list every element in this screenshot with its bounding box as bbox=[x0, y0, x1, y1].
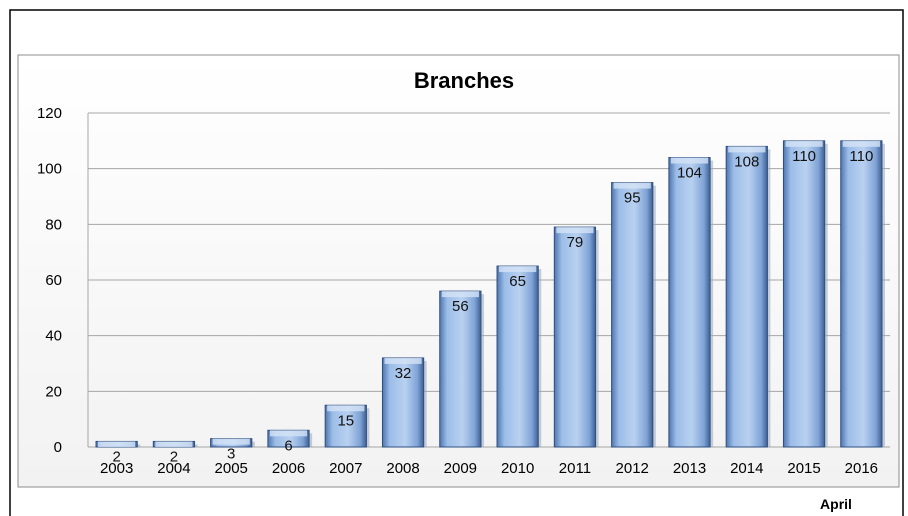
outer-border bbox=[9, 9, 904, 516]
y-tick-label: 100 bbox=[37, 161, 62, 178]
bar bbox=[381, 357, 427, 448]
y-tick-label: 20 bbox=[45, 383, 62, 400]
data-label: 6 bbox=[284, 437, 292, 454]
bar bbox=[210, 438, 255, 448]
bar bbox=[496, 265, 542, 448]
note-label: April bbox=[820, 496, 852, 512]
chart-title: Branches bbox=[414, 68, 514, 93]
bar bbox=[152, 440, 198, 448]
x-tick-label: 2004 bbox=[157, 460, 190, 477]
y-tick-label: 80 bbox=[45, 216, 62, 233]
data-label: 2 bbox=[112, 448, 120, 465]
x-tick-label: 2008 bbox=[386, 460, 419, 477]
x-tick-label: 2006 bbox=[272, 460, 305, 477]
x-tick-label: 2013 bbox=[673, 460, 706, 477]
x-tick-label: 2016 bbox=[845, 460, 878, 477]
data-label: 15 bbox=[337, 412, 354, 429]
bar bbox=[782, 140, 828, 448]
bar bbox=[95, 440, 141, 448]
data-label: 2 bbox=[170, 448, 178, 465]
y-tick-label: 60 bbox=[45, 272, 62, 289]
data-label: 56 bbox=[452, 298, 469, 315]
bar bbox=[668, 157, 714, 448]
data-label: 104 bbox=[677, 165, 702, 182]
x-tick-label: 2014 bbox=[730, 460, 763, 477]
data-label: 3 bbox=[227, 446, 235, 463]
x-axis-ticks: 2003 2004 2005 2006 2007 2008 2009 2010 2011 2012… bbox=[100, 460, 878, 477]
y-tick-label: 0 bbox=[54, 439, 62, 456]
x-tick-label: 2015 bbox=[787, 460, 820, 477]
y-tick-label: 40 bbox=[45, 328, 62, 345]
x-tick-label: 2011 bbox=[559, 460, 591, 477]
bars bbox=[95, 140, 885, 448]
bar bbox=[324, 404, 370, 448]
data-label: 95 bbox=[624, 190, 641, 207]
x-tick-label: 2009 bbox=[444, 460, 477, 477]
bar bbox=[611, 182, 656, 448]
bar bbox=[840, 140, 885, 448]
data-label: 108 bbox=[734, 153, 759, 170]
data-labels: 2 2 3 6 15 32 56 65 79 95 104 108 110 110 bbox=[112, 148, 873, 466]
x-tick-label: 2007 bbox=[329, 460, 362, 477]
x-tick-label: 2010 bbox=[501, 460, 534, 477]
y-tick-label: 120 bbox=[37, 105, 62, 122]
data-label: 32 bbox=[395, 365, 412, 382]
bar bbox=[439, 290, 484, 448]
bar bbox=[553, 226, 599, 448]
x-tick-label: 2005 bbox=[215, 460, 248, 477]
data-label: 79 bbox=[567, 234, 584, 251]
data-label: 65 bbox=[509, 273, 526, 290]
x-tick-label: 2003 bbox=[100, 460, 133, 477]
data-label: 110 bbox=[792, 148, 816, 165]
bar bbox=[725, 145, 771, 448]
y-axis-ticks: 0 20 40 60 80 100 120 bbox=[37, 105, 62, 456]
x-tick-label: 2012 bbox=[616, 460, 649, 477]
bar bbox=[267, 429, 313, 448]
data-label: 110 bbox=[849, 148, 873, 165]
